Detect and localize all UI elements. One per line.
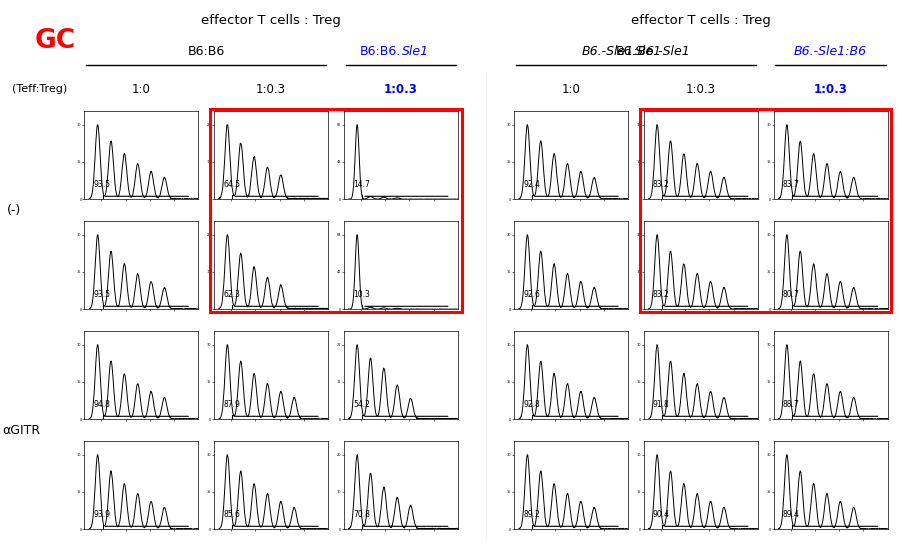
- Text: 91.8: 91.8: [652, 400, 670, 409]
- Text: 89.2: 89.2: [523, 510, 540, 519]
- Text: 88.7: 88.7: [783, 400, 799, 409]
- Text: B6:B6: B6:B6: [187, 46, 225, 58]
- Text: 85.6: 85.6: [223, 510, 240, 519]
- Text: αGITR: αGITR: [3, 424, 40, 437]
- Text: 1:0.3: 1:0.3: [384, 82, 418, 96]
- Text: 1:0.3: 1:0.3: [256, 82, 286, 96]
- Text: 70.8: 70.8: [353, 510, 370, 519]
- Text: 62.3: 62.3: [223, 290, 240, 299]
- Text: 1:0.3: 1:0.3: [686, 82, 716, 96]
- Text: 93.5: 93.5: [94, 180, 111, 189]
- Text: 93.9: 93.9: [94, 510, 111, 519]
- Text: 94.8: 94.8: [94, 400, 111, 409]
- Text: Sle1: Sle1: [401, 46, 429, 58]
- Text: 92.4: 92.4: [523, 180, 540, 189]
- Text: 54.2: 54.2: [353, 400, 370, 409]
- Text: (Teff:Treg): (Teff:Treg): [13, 84, 68, 94]
- Text: 1:0.3: 1:0.3: [814, 82, 848, 96]
- Text: 93.5: 93.5: [94, 290, 111, 299]
- Text: 80.7: 80.7: [783, 290, 799, 299]
- Text: 90.4: 90.4: [652, 510, 670, 519]
- Text: 10.3: 10.3: [353, 290, 370, 299]
- Text: effector T cells : Treg: effector T cells : Treg: [202, 14, 341, 27]
- Text: 87.9: 87.9: [223, 400, 240, 409]
- Text: effector T cells : Treg: effector T cells : Treg: [631, 14, 770, 27]
- Text: GC: GC: [34, 28, 76, 54]
- Text: B6:B6.: B6:B6.: [360, 46, 400, 58]
- Text: 83.7: 83.7: [783, 180, 799, 189]
- Text: 92.8: 92.8: [523, 400, 540, 409]
- Text: Sle1: Sle1: [635, 46, 662, 58]
- Text: B6.­Sle1:B6.­Sle1: B6.­Sle1:B6.­Sle1: [581, 46, 690, 58]
- Text: 83.2: 83.2: [652, 180, 670, 189]
- Text: (-): (-): [7, 204, 22, 217]
- Text: 83.2: 83.2: [652, 290, 670, 299]
- Text: 1:0: 1:0: [562, 82, 580, 96]
- Text: 64.5: 64.5: [223, 180, 240, 189]
- Text: 1:0: 1:0: [132, 82, 151, 96]
- Text: B6.: B6.: [616, 46, 636, 58]
- Text: 92.6: 92.6: [523, 290, 540, 299]
- Text: B6.­Sle1:B6: B6.­Sle1:B6: [794, 46, 868, 58]
- Text: 14.7: 14.7: [353, 180, 370, 189]
- Text: 89.4: 89.4: [783, 510, 799, 519]
